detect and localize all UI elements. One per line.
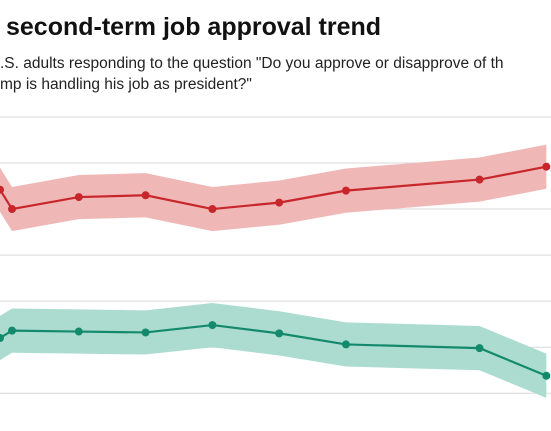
- point: [475, 344, 484, 353]
- point: [341, 186, 350, 195]
- point: [0, 185, 4, 194]
- confidence-band: [0, 144, 547, 232]
- point: [8, 205, 17, 214]
- plot-area: [0, 116, 551, 398]
- point: [74, 193, 83, 202]
- point: [141, 191, 150, 200]
- point: [208, 205, 217, 214]
- point: [341, 340, 350, 349]
- point: [275, 329, 284, 338]
- confidence-band: [0, 302, 547, 398]
- point: [475, 175, 484, 184]
- point: [8, 326, 17, 335]
- chart-title: second-term job approval trend: [6, 13, 381, 41]
- point: [141, 328, 150, 337]
- point: [0, 333, 4, 342]
- point: [275, 198, 284, 207]
- chart-subtitle: mp is handling his job as president?": [0, 76, 252, 93]
- point: [542, 371, 551, 380]
- point: [208, 321, 217, 330]
- chart-subtitle: .S. adults responding to the question "D…: [0, 55, 504, 72]
- point: [74, 327, 83, 336]
- point: [542, 162, 551, 171]
